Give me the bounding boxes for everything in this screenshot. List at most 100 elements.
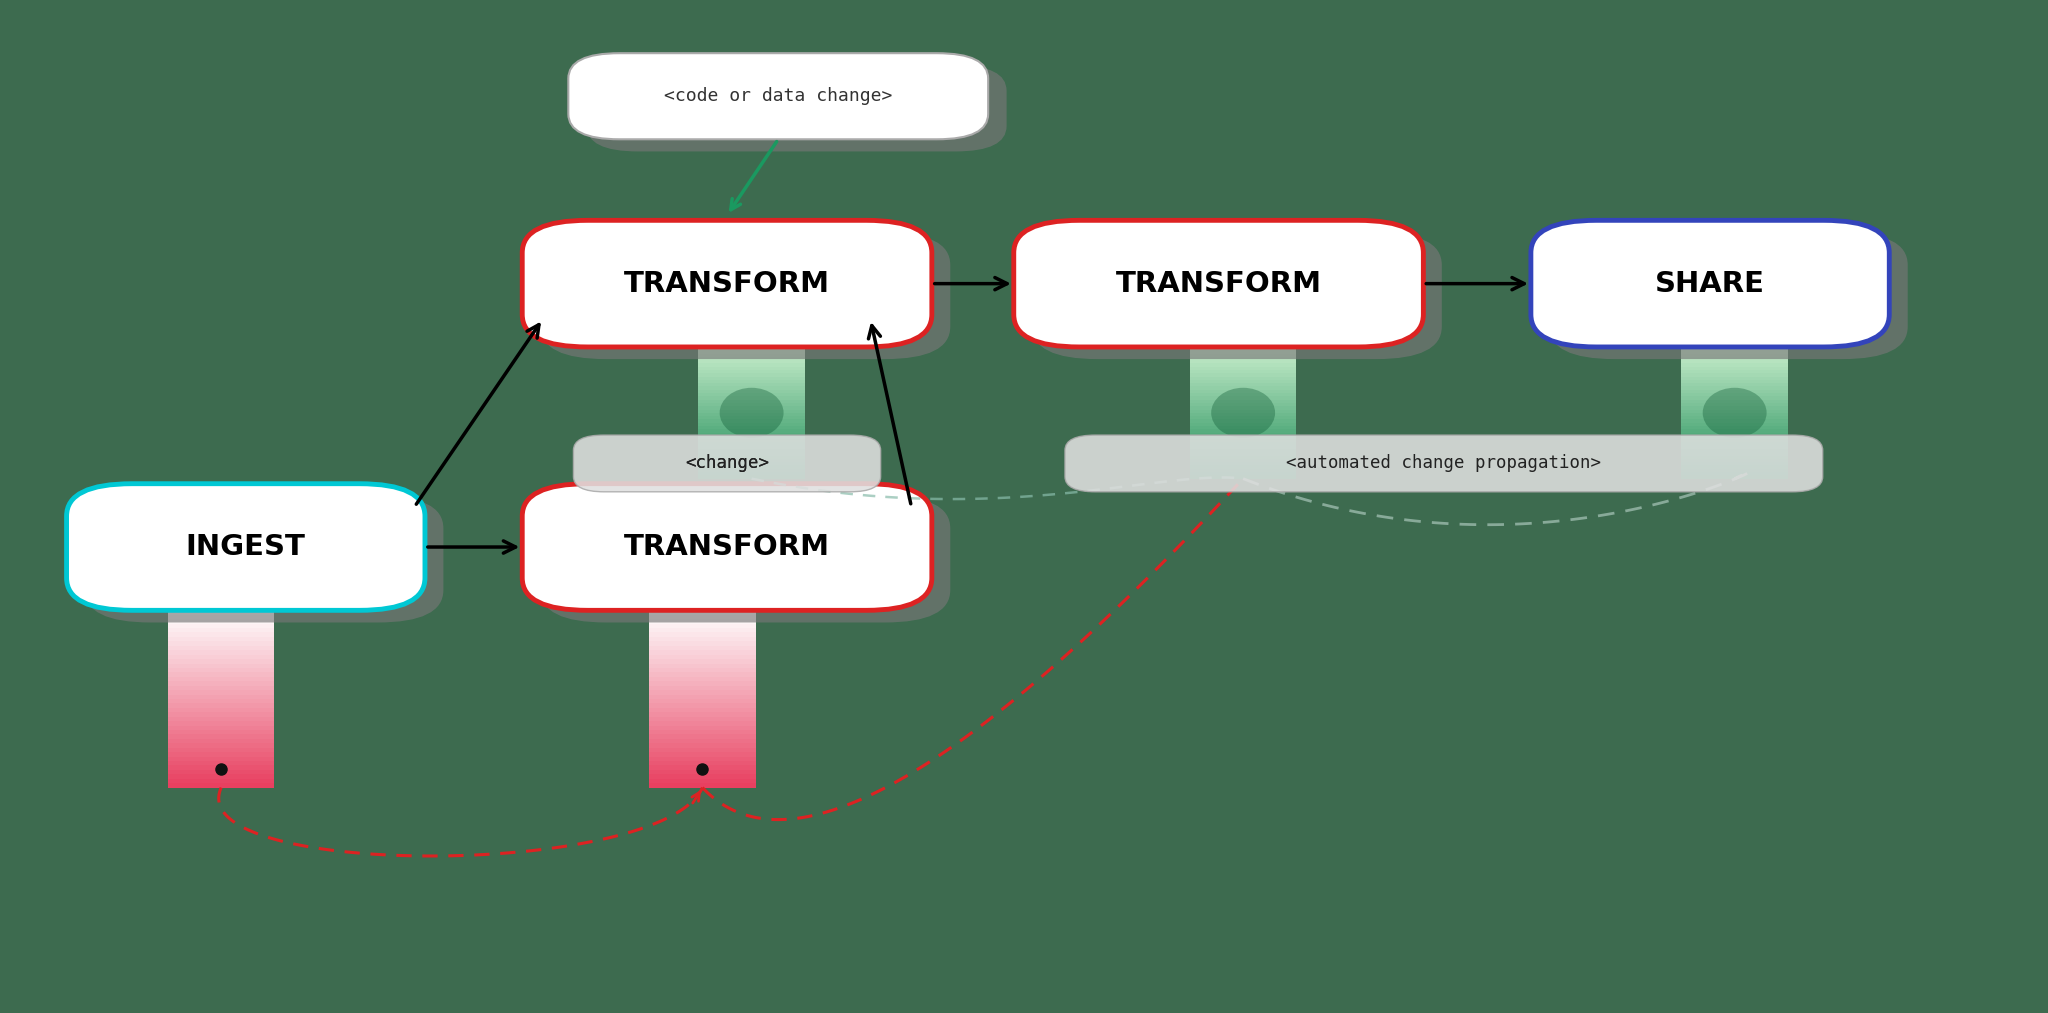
Text: <code or data change>: <code or data change> bbox=[664, 87, 893, 105]
Bar bbox=[698, 350, 805, 354]
Bar bbox=[698, 346, 805, 350]
Bar bbox=[1190, 416, 1296, 419]
Bar bbox=[1190, 440, 1296, 443]
Bar bbox=[168, 677, 274, 681]
Bar bbox=[168, 637, 274, 641]
Bar bbox=[649, 628, 756, 632]
Bar bbox=[1190, 390, 1296, 393]
Bar bbox=[698, 400, 805, 403]
Bar bbox=[1190, 430, 1296, 433]
Bar bbox=[1190, 406, 1296, 409]
Bar bbox=[649, 615, 756, 619]
Bar bbox=[168, 717, 274, 721]
Bar bbox=[168, 641, 274, 646]
Bar bbox=[1681, 350, 1788, 354]
Bar bbox=[698, 396, 805, 400]
Bar bbox=[168, 632, 274, 637]
Bar bbox=[1190, 459, 1296, 462]
Bar bbox=[168, 734, 274, 738]
Bar bbox=[698, 449, 805, 452]
Bar bbox=[649, 624, 756, 628]
Bar bbox=[1681, 374, 1788, 377]
Bar bbox=[698, 419, 805, 422]
Bar bbox=[649, 712, 756, 717]
Bar bbox=[649, 610, 756, 615]
FancyBboxPatch shape bbox=[573, 436, 881, 492]
Bar bbox=[1190, 400, 1296, 403]
Bar bbox=[698, 354, 805, 357]
Bar bbox=[698, 436, 805, 440]
Bar bbox=[1681, 400, 1788, 403]
Bar bbox=[168, 725, 274, 730]
Bar bbox=[168, 774, 274, 779]
Bar bbox=[649, 654, 756, 659]
FancyBboxPatch shape bbox=[588, 65, 1008, 151]
Bar bbox=[698, 466, 805, 469]
Bar bbox=[1190, 466, 1296, 469]
Bar bbox=[1190, 346, 1296, 350]
Bar bbox=[649, 708, 756, 712]
FancyBboxPatch shape bbox=[522, 484, 932, 610]
Bar bbox=[649, 717, 756, 721]
Bar bbox=[1681, 475, 1788, 478]
Bar bbox=[649, 673, 756, 677]
Text: TRANSFORM: TRANSFORM bbox=[1116, 269, 1321, 298]
Bar bbox=[649, 695, 756, 699]
Bar bbox=[649, 690, 756, 695]
FancyBboxPatch shape bbox=[86, 496, 442, 622]
Bar bbox=[168, 699, 274, 703]
Bar bbox=[698, 387, 805, 390]
Bar bbox=[1681, 449, 1788, 452]
Bar bbox=[698, 367, 805, 370]
Bar bbox=[1681, 361, 1788, 364]
Bar bbox=[649, 779, 756, 783]
Text: TRANSFORM: TRANSFORM bbox=[625, 269, 829, 298]
Bar bbox=[168, 646, 274, 650]
Bar bbox=[1681, 346, 1788, 350]
Bar bbox=[168, 766, 274, 770]
FancyBboxPatch shape bbox=[1530, 221, 1888, 346]
Bar bbox=[1190, 403, 1296, 406]
Bar bbox=[168, 744, 274, 748]
Ellipse shape bbox=[1702, 388, 1767, 438]
Bar bbox=[698, 406, 805, 409]
Ellipse shape bbox=[719, 388, 784, 438]
Bar bbox=[1681, 425, 1788, 430]
Bar bbox=[1681, 396, 1788, 400]
Bar bbox=[1190, 475, 1296, 478]
FancyBboxPatch shape bbox=[1032, 233, 1442, 359]
Bar bbox=[649, 766, 756, 770]
Bar bbox=[698, 374, 805, 377]
Bar bbox=[1190, 370, 1296, 374]
Text: TRANSFORM: TRANSFORM bbox=[625, 533, 829, 561]
Bar bbox=[1681, 403, 1788, 406]
Bar bbox=[1681, 377, 1788, 380]
Bar bbox=[1190, 436, 1296, 440]
Bar bbox=[168, 668, 274, 673]
Bar bbox=[698, 422, 805, 425]
FancyBboxPatch shape bbox=[1548, 233, 1909, 359]
Bar bbox=[1190, 367, 1296, 370]
Bar bbox=[698, 459, 805, 462]
Bar bbox=[1681, 409, 1788, 413]
Bar bbox=[168, 615, 274, 619]
Text: <automated change propagation>: <automated change propagation> bbox=[1286, 455, 1602, 472]
Bar bbox=[649, 699, 756, 703]
Ellipse shape bbox=[1210, 388, 1276, 438]
FancyBboxPatch shape bbox=[1014, 221, 1423, 346]
Bar bbox=[649, 686, 756, 690]
Bar bbox=[1681, 422, 1788, 425]
Bar bbox=[649, 668, 756, 673]
Bar bbox=[1681, 390, 1788, 393]
Bar bbox=[1190, 413, 1296, 416]
Bar bbox=[698, 393, 805, 396]
Bar bbox=[1681, 357, 1788, 361]
Bar bbox=[649, 703, 756, 708]
Bar bbox=[1681, 466, 1788, 469]
Bar bbox=[168, 738, 274, 744]
Bar bbox=[1190, 374, 1296, 377]
Bar bbox=[1681, 459, 1788, 462]
Bar bbox=[1190, 443, 1296, 446]
Bar bbox=[1190, 456, 1296, 459]
Bar bbox=[698, 413, 805, 416]
